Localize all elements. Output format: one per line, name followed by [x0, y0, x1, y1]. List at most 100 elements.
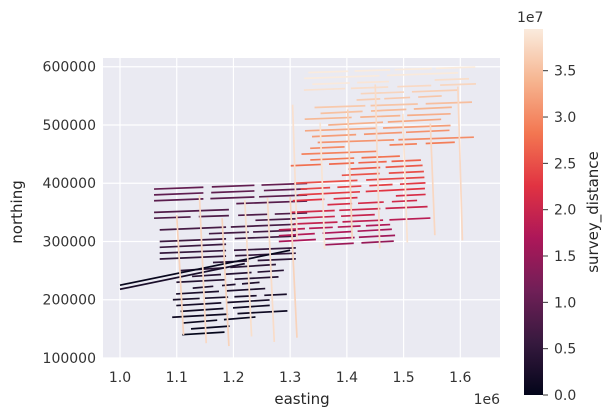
flight-line — [399, 182, 426, 186]
flight-line — [304, 127, 377, 132]
flight-line — [360, 91, 404, 95]
flight-line — [154, 198, 204, 202]
flight-line — [182, 331, 225, 336]
flight-line — [234, 235, 296, 240]
y-tick-label: 600000 — [43, 60, 96, 76]
flight-line — [226, 287, 266, 292]
flight-line — [263, 188, 308, 192]
flight-line — [290, 163, 322, 167]
tie-line — [457, 86, 464, 241]
flight-line — [253, 229, 296, 233]
flight-line — [293, 179, 358, 185]
flight-line — [324, 236, 355, 240]
y-axis-ticks: 100000 200000 300000 400000 500000 600000 — [43, 60, 96, 367]
flight-line — [314, 104, 366, 109]
flight-line — [320, 110, 363, 115]
flight-line — [180, 307, 224, 313]
flight-line — [418, 95, 442, 98]
flight-line — [337, 185, 362, 189]
flight-line — [204, 296, 229, 300]
y-tick-label: 200000 — [43, 293, 96, 309]
flight-line — [230, 263, 276, 269]
colorbar-tick-label: 0.5 — [554, 342, 576, 358]
flight-line — [310, 146, 345, 150]
flight-line — [366, 176, 425, 181]
flight-line — [154, 192, 204, 196]
x-axis-label: easting — [274, 390, 329, 408]
y-tick-label: 400000 — [43, 176, 96, 192]
flight-line — [296, 215, 335, 220]
flight-line — [211, 190, 255, 194]
flight-line — [389, 217, 431, 221]
flight-line — [397, 84, 432, 88]
flight-line — [310, 157, 355, 161]
flight-line — [434, 77, 470, 81]
tie-line — [401, 113, 409, 243]
flight-line — [386, 72, 459, 77]
tie-line — [374, 84, 381, 249]
flight-line — [405, 129, 450, 134]
flight-line — [357, 201, 384, 205]
flight-line — [238, 213, 268, 217]
flight-line — [357, 228, 392, 233]
x-tick-label: 1.4 — [336, 370, 358, 386]
flight-line — [159, 238, 227, 243]
flight-line — [172, 313, 229, 319]
flight-line — [300, 186, 331, 190]
flight-line — [159, 226, 227, 231]
flight-line — [435, 66, 476, 70]
flight-line — [172, 297, 200, 301]
tie-line — [243, 200, 253, 337]
flight-line — [337, 225, 361, 228]
flight-line — [370, 103, 418, 107]
flight-line — [388, 170, 424, 174]
flight-line — [232, 304, 270, 309]
flight-line — [293, 221, 338, 225]
tie-line — [291, 104, 298, 240]
flight-line — [341, 172, 380, 177]
tie-line — [346, 109, 354, 240]
y-tick-label: 100000 — [43, 351, 96, 367]
flight-line — [425, 141, 455, 145]
flight-line — [211, 184, 255, 188]
tie-line — [198, 195, 208, 344]
flight-line — [440, 83, 476, 87]
flight-line — [176, 302, 222, 307]
flight-line — [301, 150, 378, 155]
tie-line — [319, 122, 326, 250]
flight-line — [361, 155, 400, 159]
flight-line — [413, 106, 452, 110]
flight-line — [324, 242, 354, 246]
flight-line — [361, 240, 394, 244]
flight-line — [322, 230, 353, 235]
flight-line — [182, 319, 218, 324]
tie-line — [175, 215, 185, 335]
flight-line — [303, 87, 346, 91]
flight-line — [119, 249, 291, 287]
flight-line — [190, 325, 230, 330]
tie-line — [266, 197, 276, 342]
flight-line — [176, 290, 220, 295]
flight-line — [154, 208, 229, 214]
flight-line — [210, 196, 255, 200]
flight-line — [290, 209, 335, 214]
y-tick-label: 300000 — [43, 234, 96, 250]
flight-line — [278, 238, 316, 243]
flight-line — [391, 159, 421, 163]
flight-line — [391, 199, 418, 203]
flight-line — [327, 202, 353, 206]
flight-line — [208, 231, 249, 235]
flight-line — [154, 216, 191, 220]
flight-line — [292, 198, 325, 202]
flight-line — [159, 255, 227, 260]
tie-line — [221, 218, 230, 347]
tie-line — [429, 123, 436, 236]
colorbar-tick-label: 2.0 — [554, 203, 576, 219]
flight-line — [357, 80, 390, 84]
flight-line — [154, 186, 204, 190]
flight-line — [341, 213, 375, 218]
flight-line — [342, 219, 384, 223]
flight-line — [264, 293, 287, 297]
x-axis-ticks: 1.0 1.1 1.2 1.3 1.4 1.5 1.6 — [109, 370, 472, 386]
